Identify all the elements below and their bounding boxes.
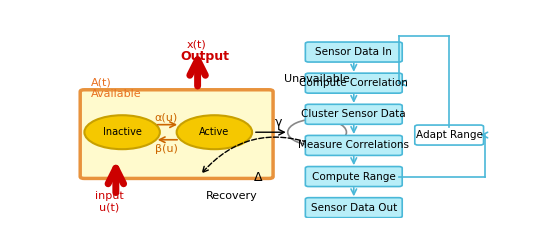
Text: Unavailable: Unavailable — [283, 74, 349, 84]
Text: u(t): u(t) — [99, 203, 120, 213]
Circle shape — [84, 115, 160, 149]
FancyBboxPatch shape — [305, 73, 402, 93]
Text: A(t): A(t) — [91, 77, 111, 87]
FancyBboxPatch shape — [305, 135, 402, 155]
Text: input: input — [95, 191, 124, 201]
Text: γ: γ — [275, 116, 282, 129]
Circle shape — [288, 119, 346, 146]
FancyBboxPatch shape — [305, 104, 402, 124]
Text: Sensor Data In: Sensor Data In — [315, 47, 392, 57]
FancyBboxPatch shape — [305, 42, 402, 62]
Text: Cluster Sensor Data: Cluster Sensor Data — [301, 109, 406, 119]
FancyBboxPatch shape — [305, 167, 402, 186]
Text: Adapt Range: Adapt Range — [415, 130, 483, 140]
Text: Available: Available — [91, 88, 141, 98]
FancyBboxPatch shape — [80, 90, 273, 178]
Circle shape — [176, 115, 252, 149]
Text: Active: Active — [199, 127, 229, 137]
Text: Compute Range: Compute Range — [312, 172, 395, 182]
Text: Output: Output — [180, 50, 229, 63]
FancyBboxPatch shape — [305, 198, 402, 218]
Text: α(u): α(u) — [155, 112, 178, 122]
Text: Δ: Δ — [254, 171, 263, 184]
FancyBboxPatch shape — [415, 125, 484, 145]
Text: Inactive: Inactive — [103, 127, 142, 137]
Text: β(u): β(u) — [155, 144, 177, 154]
Text: Compute Correlation: Compute Correlation — [299, 78, 408, 88]
Text: Sensor Data Out: Sensor Data Out — [311, 203, 397, 213]
Text: Measure Correlations: Measure Correlations — [298, 140, 410, 150]
Text: x(t): x(t) — [187, 39, 207, 49]
Text: Recovery: Recovery — [206, 191, 258, 201]
